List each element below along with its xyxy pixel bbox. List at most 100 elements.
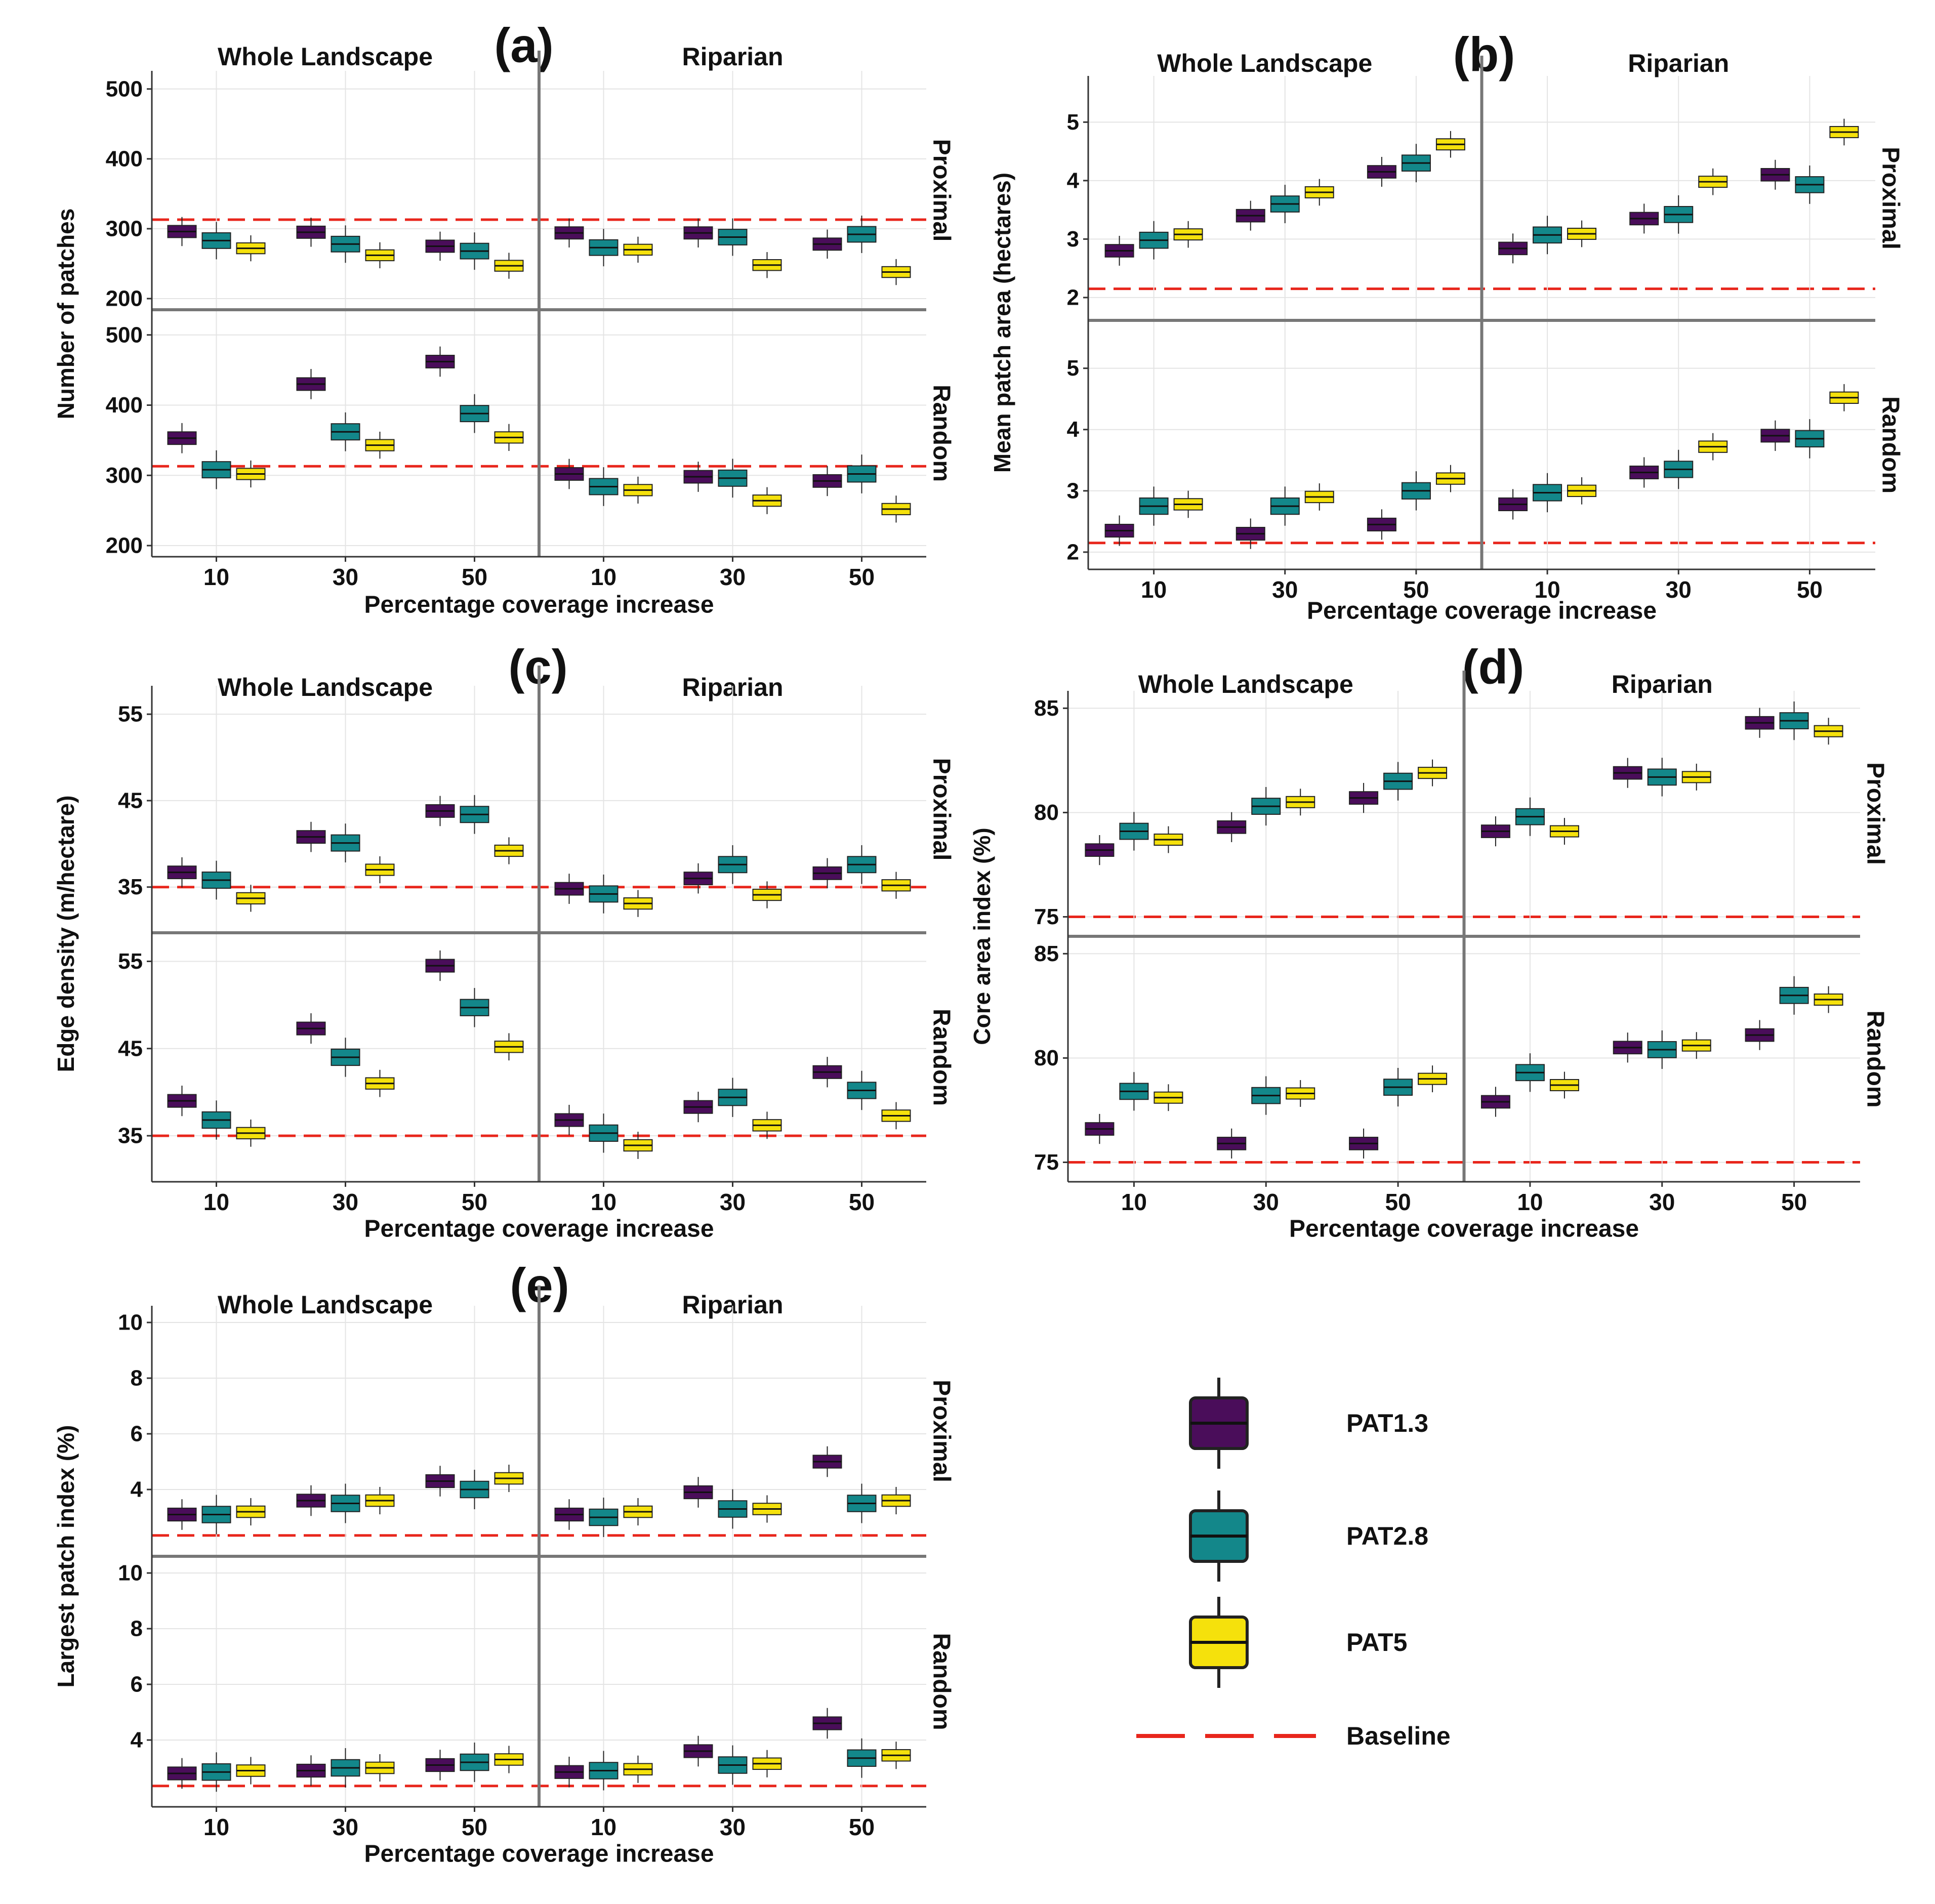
x-tick-label: 10	[591, 564, 616, 590]
y-tick-label: 4	[1067, 417, 1080, 442]
x-axis-label: Percentage coverage increase	[364, 1216, 714, 1243]
y-tick-label: 35	[118, 1124, 143, 1148]
boxplot-key-icon	[1189, 1378, 1249, 1469]
panel-a: (a) Whole Landscape Riparian Number of patc…	[53, 19, 955, 618]
panel-b: (b) Whole Landscape Riparian Mean patch are…	[989, 28, 1904, 625]
y-tick-label: 500	[106, 322, 143, 347]
y-tick-label: 55	[118, 949, 143, 974]
y-tick-label: 8	[131, 1617, 143, 1641]
y-tick-label: 6	[131, 1422, 143, 1446]
x-tick-label: 30	[1272, 576, 1298, 603]
x-axis-label: Percentage coverage increase	[364, 1841, 714, 1868]
x-tick-label: 10	[203, 1189, 229, 1215]
legend-label: PAT1.3	[1346, 1409, 1428, 1437]
y-tick-label: 2	[1067, 540, 1079, 564]
row-strip-label: Random	[928, 1633, 955, 1730]
column-title: Whole Landscape	[1138, 670, 1353, 698]
y-tick-label: 80	[1034, 1046, 1059, 1070]
y-axis-label: Edge density (m/hectare)	[53, 795, 79, 1072]
y-tick-label: 500	[106, 76, 143, 101]
y-axis-label: Number of patches	[53, 209, 79, 420]
x-axis-label: Percentage coverage increase	[364, 592, 714, 618]
y-tick-label: 75	[1034, 904, 1059, 929]
y-tick-label: 400	[106, 393, 143, 418]
x-tick-label: 50	[462, 1814, 487, 1840]
y-tick-label: 85	[1034, 941, 1059, 966]
x-tick-label: 50	[1797, 576, 1823, 603]
x-tick-label: 10	[591, 1189, 616, 1215]
y-tick-label: 5	[1067, 356, 1079, 381]
row-strip-label: Proximal	[928, 1380, 955, 1482]
y-axis-label: Core area index (%)	[969, 827, 995, 1045]
y-tick-label: 80	[1034, 800, 1059, 825]
legend-label: PAT5	[1346, 1628, 1407, 1657]
panel-layer: (a) Whole Landscape Riparian Number of patc…	[53, 19, 1904, 1868]
x-tick-label: 30	[720, 564, 746, 590]
legend-label: PAT2.8	[1346, 1522, 1428, 1550]
x-tick-label: 10	[203, 1814, 229, 1840]
y-tick-label: 55	[118, 702, 143, 727]
y-tick-label: 6	[131, 1672, 143, 1697]
x-axis-label: Percentage coverage increase	[1289, 1216, 1639, 1243]
y-tick-label: 35	[118, 875, 143, 899]
row-strip-label: Random	[928, 385, 955, 482]
y-tick-label: 2	[1067, 285, 1079, 310]
x-tick-label: 10	[1121, 1189, 1147, 1215]
x-tick-label: 30	[1666, 576, 1692, 603]
x-tick-label: 10	[1534, 576, 1560, 603]
x-tick-label: 10	[1517, 1189, 1543, 1215]
x-tick-label: 10	[1141, 576, 1167, 603]
x-tick-label: 30	[720, 1814, 746, 1840]
legend-label: Baseline	[1346, 1722, 1451, 1750]
y-tick-label: 200	[106, 533, 143, 558]
boxplot-key-icon	[1189, 1597, 1249, 1688]
column-title: Riparian	[682, 43, 783, 71]
column-title: Whole Landscape	[218, 43, 433, 71]
panel-tag: (a)	[494, 19, 553, 73]
boxplot-key-icon	[1189, 1491, 1249, 1582]
column-title: Riparian	[1628, 49, 1729, 77]
y-tick-label: 300	[106, 463, 143, 488]
x-tick-label: 30	[1649, 1189, 1675, 1215]
x-tick-label: 30	[333, 564, 358, 590]
row-strip-label: Random	[1877, 396, 1904, 493]
y-tick-label: 10	[118, 1561, 143, 1586]
panel-tag: (b)	[1453, 28, 1515, 82]
y-tick-label: 300	[106, 216, 143, 241]
row-strip-label: Random	[928, 1009, 955, 1106]
x-tick-label: 50	[1385, 1189, 1411, 1215]
y-tick-label: 4	[1067, 168, 1080, 193]
x-tick-label: 50	[849, 1189, 875, 1215]
y-tick-label: 85	[1034, 696, 1059, 721]
x-axis-label: Percentage coverage increase	[1307, 598, 1657, 625]
row-strip-label: Proximal	[1877, 147, 1904, 250]
panel-tag: (d)	[1462, 640, 1525, 694]
y-tick-label: 45	[118, 1036, 143, 1061]
row-strip-label: Proximal	[1862, 762, 1889, 865]
y-tick-label: 45	[118, 788, 143, 813]
row-strip-label: Proximal	[928, 139, 955, 242]
legend: PAT1.3 PAT2.8 PAT5 Baseline	[1136, 1378, 1451, 1750]
x-tick-label: 30	[333, 1189, 358, 1215]
x-tick-label: 10	[591, 1814, 616, 1840]
column-title: Whole Landscape	[1157, 49, 1372, 77]
column-title: Whole Landscape	[218, 673, 433, 701]
y-axis-label: Mean patch area (hectares)	[989, 173, 1015, 473]
x-tick-label: 30	[1253, 1189, 1279, 1215]
x-tick-label: 50	[849, 564, 875, 590]
row-strip-label: Random	[1862, 1011, 1889, 1108]
y-tick-label: 4	[131, 1477, 143, 1502]
x-tick-label: 50	[1403, 576, 1429, 603]
y-tick-label: 3	[1067, 227, 1079, 252]
y-tick-label: 5	[1067, 110, 1079, 135]
y-tick-label: 3	[1067, 478, 1079, 503]
x-tick-label: 50	[462, 1189, 487, 1215]
y-tick-label: 10	[118, 1310, 143, 1335]
column-title: Whole Landscape	[218, 1291, 433, 1319]
y-tick-label: 4	[131, 1728, 143, 1753]
